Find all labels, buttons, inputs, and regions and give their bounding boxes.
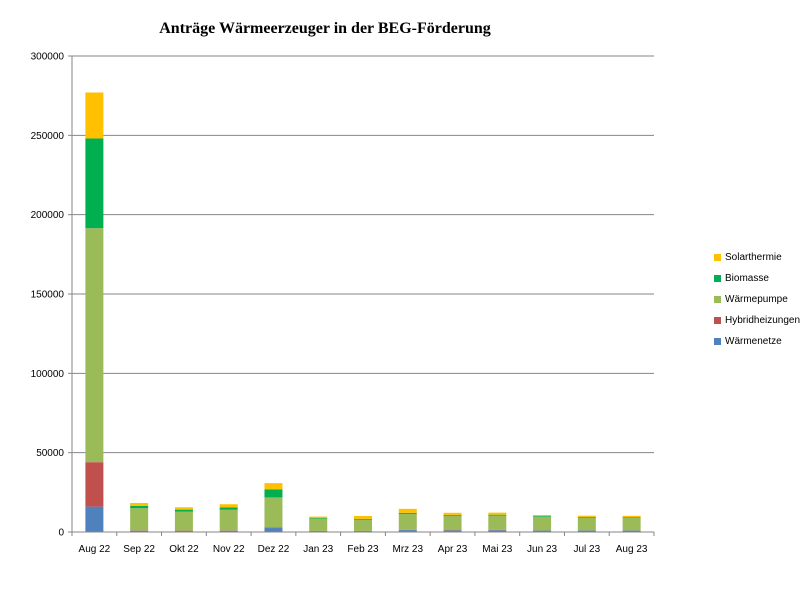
legend-swatch — [714, 317, 721, 324]
bar-segment — [354, 519, 372, 531]
bar-segment — [130, 508, 149, 531]
legend-label: Wärmepumpe — [725, 294, 788, 305]
bars — [85, 92, 641, 532]
bar-segment — [85, 228, 104, 463]
bar-segment — [309, 518, 328, 531]
x-tick-label: Aug 23 — [616, 544, 648, 555]
bar-segment — [264, 489, 283, 498]
bar-segment — [443, 515, 462, 531]
x-tick-label: Nov 22 — [213, 544, 245, 555]
bar-segment — [174, 509, 193, 512]
y-tick-label: 300000 — [31, 52, 65, 63]
bar-segment — [219, 504, 238, 508]
legend: Solarthermie Biomasse Wärmepumpe Hybridheiz… — [714, 248, 800, 353]
legend-item: Wärmepumpe — [714, 290, 800, 309]
y-tick-label: 150000 — [31, 290, 65, 301]
bar-segment — [85, 506, 104, 532]
x-tick-label: Mrz 23 — [392, 544, 423, 555]
bar-segment — [533, 530, 552, 532]
bar-segment — [577, 516, 596, 518]
axes — [71, 56, 655, 536]
x-tick-label: Jan 23 — [303, 544, 333, 555]
bar-segment — [533, 515, 552, 517]
bar-segment — [488, 512, 507, 515]
bar-segment — [443, 512, 462, 515]
bar-segment — [264, 497, 283, 528]
x-axis-tick-labels: Aug 22 Sep 22 Okt 22 Nov 22 Dez 22 Jan 23 Feb … — [79, 544, 648, 555]
bar-segment — [577, 517, 596, 531]
legend-item: Wärmenetze — [714, 332, 800, 351]
bar-segment — [622, 518, 641, 531]
bar-segment — [354, 518, 372, 520]
legend-label: Wärmenetze — [725, 336, 782, 347]
bar-segment — [130, 530, 149, 532]
bar-segment — [622, 515, 641, 518]
legend-label: Solarthermie — [725, 252, 782, 263]
bar-segment — [622, 530, 641, 532]
legend-swatch — [714, 338, 721, 345]
bar-segment — [264, 528, 283, 532]
grid-lines — [68, 55, 654, 533]
y-tick-label: 250000 — [31, 131, 65, 142]
legend-label: Hybridheizungen — [725, 315, 800, 326]
bar-segment — [398, 530, 417, 532]
bar-segment — [398, 508, 417, 513]
legend-swatch — [714, 296, 721, 303]
bar-segment — [309, 518, 328, 519]
bar-segment — [577, 515, 596, 517]
bar-segment — [219, 509, 238, 531]
x-tick-label: Mai 23 — [482, 544, 512, 555]
y-axis-tick-labels: 0 50000 100000 150000 200000 250000 300000 — [31, 52, 65, 539]
bar-segment — [488, 515, 507, 530]
x-tick-label: Dez 22 — [258, 544, 290, 555]
legend-label: Biomasse — [725, 273, 769, 284]
bar-segment — [130, 505, 149, 509]
bar-segment — [130, 502, 149, 506]
bar-segment — [219, 530, 238, 532]
bar-segment — [264, 483, 283, 490]
legend-item: Hybridheizungen — [714, 311, 800, 330]
chart-title: Anträge Wärmeerzeuger in der BEG-Förderu… — [159, 20, 491, 37]
bar-segment — [533, 516, 552, 531]
x-tick-label: Sep 22 — [123, 544, 155, 555]
bar-segment — [174, 507, 193, 510]
bar-segment — [85, 138, 104, 229]
bar-segment — [85, 462, 104, 507]
bar-segment — [309, 516, 328, 519]
y-tick-label: 50000 — [36, 448, 64, 459]
legend-swatch — [714, 275, 721, 282]
bar-segment — [85, 92, 104, 139]
bar-segment — [577, 530, 596, 532]
y-tick-label: 0 — [58, 528, 64, 539]
bar-segment — [219, 507, 238, 510]
bar-segment — [443, 530, 462, 532]
bar-segment — [174, 511, 193, 531]
bar-segment — [488, 530, 507, 532]
bar-segment — [533, 516, 552, 517]
x-tick-label: Jun 23 — [527, 544, 557, 555]
bar-segment — [398, 513, 417, 530]
x-tick-label: Apr 23 — [438, 544, 468, 555]
x-tick-label: Aug 22 — [79, 544, 111, 555]
bar-segment — [398, 512, 417, 514]
legend-item: Biomasse — [714, 269, 800, 288]
y-tick-label: 100000 — [31, 369, 65, 380]
legend-item: Solarthermie — [714, 248, 800, 267]
x-tick-label: Jul 23 — [574, 544, 601, 555]
bar-segment — [443, 514, 462, 516]
bar-segment — [622, 517, 641, 519]
y-tick-label: 200000 — [31, 210, 65, 221]
x-tick-label: Feb 23 — [347, 544, 379, 555]
x-tick-label: Okt 22 — [169, 544, 199, 555]
bar-segment — [354, 515, 372, 519]
legend-swatch — [714, 254, 721, 261]
bar-segment — [174, 530, 193, 532]
bar-segment — [488, 514, 507, 516]
